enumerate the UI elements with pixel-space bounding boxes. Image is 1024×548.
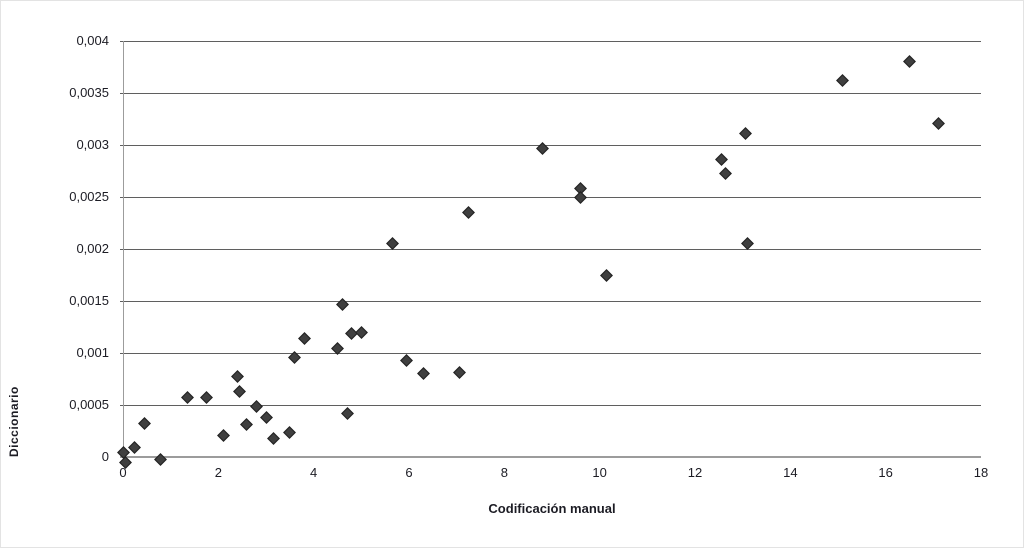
data-point	[354, 325, 368, 339]
data-point	[153, 452, 167, 466]
data-point	[574, 190, 587, 204]
data-point	[297, 332, 311, 345]
data-point	[836, 74, 850, 87]
y-tick-label: 0,001	[76, 345, 109, 360]
data-point	[452, 366, 466, 380]
x-tick-label: 18	[973, 465, 989, 480]
gridline	[120, 92, 981, 94]
data-point	[216, 428, 230, 442]
x-tick-label: 16	[878, 465, 893, 480]
x-tick-label: 10	[592, 465, 607, 480]
data-point	[266, 431, 280, 445]
gridline	[120, 300, 981, 302]
y-tick-label: 0,003	[76, 137, 109, 152]
gridline	[120, 144, 981, 146]
x-tick-label: 12	[687, 465, 703, 480]
data-point	[259, 411, 273, 424]
x-tick-label: 6	[405, 465, 413, 480]
y-axis-line	[123, 41, 124, 457]
data-point	[903, 55, 916, 69]
gridline	[120, 40, 981, 42]
gridline	[120, 404, 981, 406]
data-point	[250, 399, 263, 413]
data-point	[738, 127, 752, 140]
gridline	[120, 196, 981, 198]
y-tick-label: 0,0005	[69, 397, 109, 412]
y-tick-label: 0,004	[76, 33, 109, 48]
x-axis-title: Codificación manual	[488, 501, 616, 516]
data-point	[719, 166, 733, 180]
x-tick-label: 2	[214, 465, 222, 480]
data-point	[128, 441, 142, 454]
y-tick-label: 0,0035	[69, 85, 109, 100]
gridline	[120, 352, 981, 354]
data-point	[231, 370, 244, 384]
y-tick-label: 0,0025	[69, 189, 109, 204]
data-point	[233, 385, 247, 398]
data-point	[400, 353, 413, 367]
data-point	[138, 417, 151, 431]
data-point	[462, 206, 475, 219]
data-point	[416, 367, 430, 381]
data-point	[283, 425, 297, 439]
data-point	[200, 391, 213, 405]
y-tick-label: 0	[101, 449, 109, 464]
y-tick-label: 0,0015	[69, 293, 109, 308]
y-tick-label: 0,002	[76, 241, 109, 256]
plot-area: 0 0,0005 0,001 0,0015 0,002 0,0025 0,003 0,0035…	[69, 33, 988, 480]
data-point	[600, 268, 614, 282]
x-tick-label: 0	[119, 465, 127, 480]
x-tick-label: 4	[310, 465, 318, 480]
x-axis-line	[120, 456, 981, 458]
gridline	[120, 248, 981, 250]
data-point	[240, 418, 254, 432]
data-point	[714, 153, 728, 166]
x-tick-label: 14	[783, 465, 798, 480]
data-point	[180, 391, 194, 405]
x-tick-label: 8	[500, 465, 508, 480]
data-point	[340, 406, 354, 420]
data-point	[931, 116, 945, 130]
